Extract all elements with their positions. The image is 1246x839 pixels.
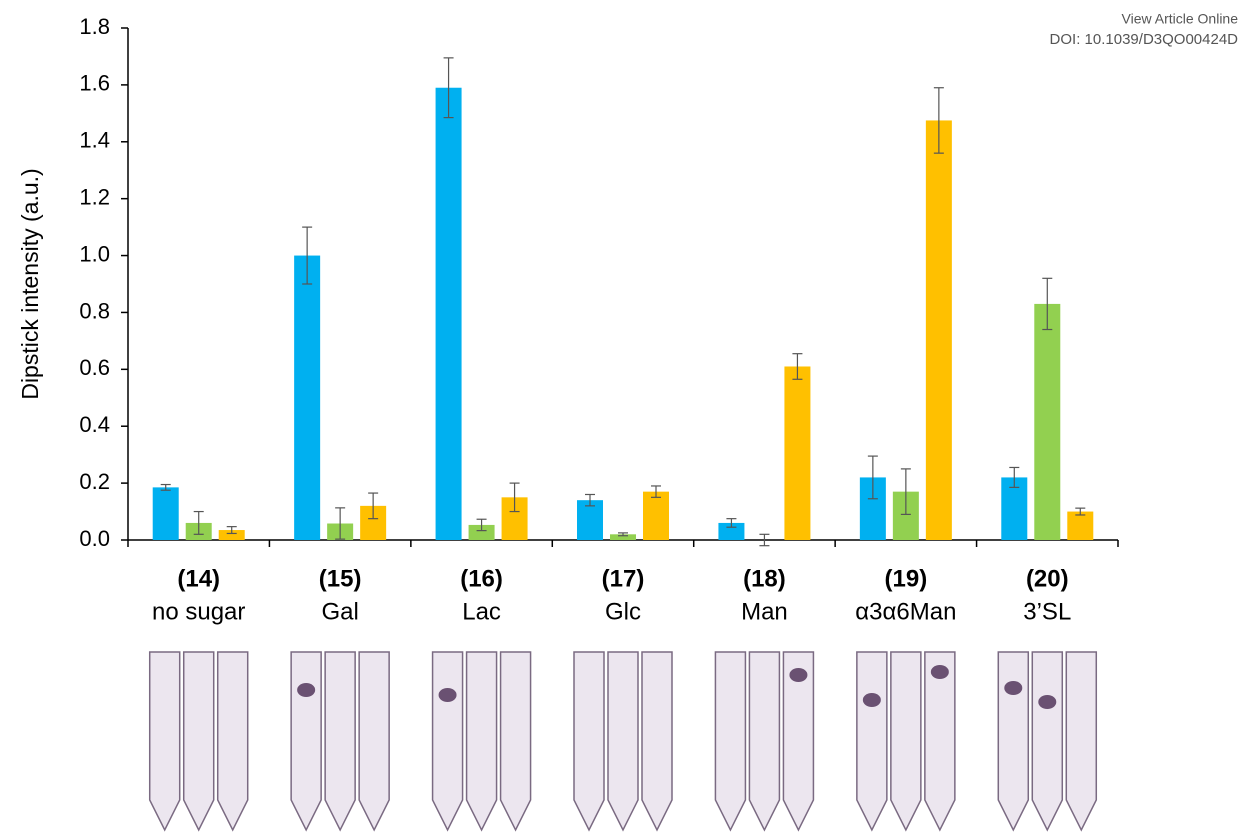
bar (643, 492, 669, 540)
dipstick (291, 652, 321, 830)
x-tick-label: Glc (605, 598, 641, 625)
y-tick-label: 0.4 (79, 412, 110, 437)
compound-number: (18) (743, 565, 786, 592)
dipstick-spot (439, 688, 457, 702)
y-tick-label: 1.8 (79, 14, 110, 39)
y-tick-label: 0.2 (79, 469, 110, 494)
view-article-link[interactable]: View Article Online (1122, 11, 1239, 27)
compound-number: (15) (319, 565, 362, 592)
y-tick-label: 1.0 (79, 241, 110, 266)
dipstick (642, 652, 672, 830)
compound-number: (20) (1026, 565, 1069, 592)
dipstick (150, 652, 180, 830)
dipstick (749, 652, 779, 830)
y-tick-label: 0.6 (79, 355, 110, 380)
bar (784, 366, 810, 540)
bar (1067, 512, 1093, 540)
dipstick-spot (863, 693, 881, 707)
dipstick (857, 652, 887, 830)
dipstick (501, 652, 531, 830)
page: View Article Online DOI: 10.1039/D3QO004… (0, 0, 1246, 839)
dipstick-spot (297, 683, 315, 697)
bar (294, 256, 320, 540)
dipstick-spot (1038, 695, 1056, 709)
x-tick-label: Man (741, 598, 788, 625)
dipstick (1066, 652, 1096, 830)
y-tick-label: 0.8 (79, 298, 110, 323)
bar (926, 120, 952, 540)
x-tick-label: Lac (462, 598, 501, 625)
dipstick (184, 652, 214, 830)
dipstick (574, 652, 604, 830)
doi: DOI: 10.1039/D3QO00424D (1050, 31, 1239, 48)
compound-number: (14) (177, 565, 220, 592)
dipstick (359, 652, 389, 830)
dipstick (433, 652, 463, 830)
compound-number: (17) (602, 565, 645, 592)
x-tick-label: α3α6Man (855, 598, 956, 625)
dipstick (325, 652, 355, 830)
y-tick-label: 1.6 (79, 71, 110, 96)
dipstick (715, 652, 745, 830)
y-axis-label: Dipstick intensity (a.u.) (17, 168, 43, 399)
dipstick (1032, 652, 1062, 830)
dipstick (608, 652, 638, 830)
dipstick (467, 652, 497, 830)
dipstick-spot (1004, 681, 1022, 695)
dipstick (998, 652, 1028, 830)
x-tick-label: Gal (321, 598, 358, 625)
y-tick-label: 1.4 (79, 128, 110, 153)
y-tick-label: 1.2 (79, 184, 110, 209)
dipstick (218, 652, 248, 830)
x-tick-label: no sugar (152, 598, 245, 625)
dipstick-spot (789, 668, 807, 682)
bar (1034, 304, 1060, 540)
bar (153, 487, 179, 540)
dipstick-spot (931, 665, 949, 679)
compound-number: (16) (460, 565, 503, 592)
x-tick-label: 3’SL (1023, 598, 1071, 625)
chart: View Article Online DOI: 10.1039/D3QO004… (0, 0, 1246, 834)
compound-number: (19) (885, 565, 928, 592)
y-tick-label: 0.0 (79, 526, 110, 551)
dipstick (891, 652, 921, 830)
bar (436, 88, 462, 540)
